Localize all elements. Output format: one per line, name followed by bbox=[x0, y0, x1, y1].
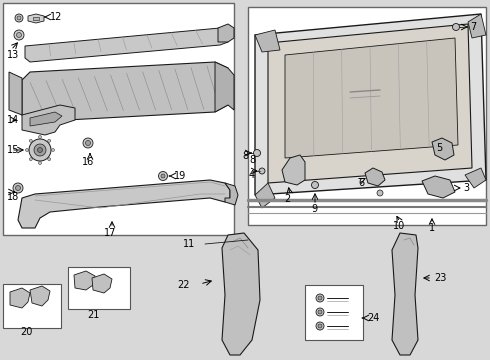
Circle shape bbox=[17, 16, 21, 20]
Polygon shape bbox=[22, 105, 75, 135]
Circle shape bbox=[16, 185, 21, 190]
Circle shape bbox=[29, 139, 32, 142]
Text: 14: 14 bbox=[7, 115, 19, 125]
Polygon shape bbox=[74, 271, 95, 290]
Circle shape bbox=[259, 168, 265, 174]
Circle shape bbox=[158, 171, 168, 180]
Text: 11: 11 bbox=[183, 239, 195, 249]
Text: 18: 18 bbox=[7, 192, 19, 202]
Polygon shape bbox=[255, 30, 280, 52]
Circle shape bbox=[17, 32, 22, 37]
Polygon shape bbox=[225, 183, 238, 205]
Text: 22: 22 bbox=[177, 280, 190, 290]
Bar bbox=[68, 267, 130, 309]
Circle shape bbox=[318, 296, 322, 300]
Text: 15: 15 bbox=[7, 145, 20, 155]
Text: 19: 19 bbox=[174, 171, 186, 181]
Text: 12: 12 bbox=[50, 12, 62, 22]
Text: 13: 13 bbox=[7, 50, 19, 60]
Polygon shape bbox=[222, 233, 260, 355]
Polygon shape bbox=[218, 24, 234, 42]
Polygon shape bbox=[255, 14, 486, 195]
Circle shape bbox=[161, 174, 165, 178]
Circle shape bbox=[253, 149, 261, 157]
Polygon shape bbox=[422, 176, 455, 198]
Polygon shape bbox=[215, 62, 234, 112]
Text: 1: 1 bbox=[429, 223, 435, 233]
Polygon shape bbox=[10, 288, 30, 308]
Polygon shape bbox=[365, 168, 385, 186]
Text: 16: 16 bbox=[82, 157, 94, 167]
Circle shape bbox=[318, 324, 322, 328]
Circle shape bbox=[316, 308, 324, 316]
Circle shape bbox=[316, 322, 324, 330]
Text: 17: 17 bbox=[104, 228, 117, 238]
Polygon shape bbox=[465, 168, 486, 188]
Text: 8: 8 bbox=[249, 155, 255, 165]
Polygon shape bbox=[33, 17, 39, 20]
Polygon shape bbox=[432, 138, 454, 160]
Polygon shape bbox=[392, 233, 418, 355]
Text: 8: 8 bbox=[242, 151, 248, 161]
Bar bbox=[248, 7, 486, 225]
Circle shape bbox=[34, 144, 46, 156]
Text: 20: 20 bbox=[20, 327, 32, 337]
Text: 10: 10 bbox=[393, 221, 405, 231]
Text: 23: 23 bbox=[434, 273, 446, 283]
Circle shape bbox=[14, 30, 24, 40]
Circle shape bbox=[85, 140, 91, 145]
Polygon shape bbox=[30, 286, 50, 306]
Circle shape bbox=[39, 162, 42, 165]
Polygon shape bbox=[282, 155, 305, 185]
Circle shape bbox=[25, 149, 28, 152]
Circle shape bbox=[83, 138, 93, 148]
Text: 3: 3 bbox=[463, 183, 469, 193]
Polygon shape bbox=[9, 72, 22, 115]
Text: 4: 4 bbox=[249, 170, 255, 180]
Circle shape bbox=[316, 294, 324, 302]
Circle shape bbox=[377, 190, 383, 196]
Bar bbox=[3, 284, 61, 328]
Polygon shape bbox=[25, 28, 228, 62]
Circle shape bbox=[15, 14, 23, 22]
Polygon shape bbox=[22, 62, 228, 122]
Polygon shape bbox=[18, 180, 230, 228]
Circle shape bbox=[39, 135, 42, 139]
Text: 24: 24 bbox=[367, 313, 379, 323]
Text: 7: 7 bbox=[470, 22, 476, 32]
Polygon shape bbox=[28, 14, 44, 23]
Bar bbox=[305, 285, 363, 340]
Circle shape bbox=[29, 158, 32, 161]
Text: 9: 9 bbox=[311, 204, 317, 214]
Circle shape bbox=[318, 310, 322, 314]
Polygon shape bbox=[30, 112, 62, 126]
Circle shape bbox=[312, 181, 318, 189]
Text: 21: 21 bbox=[87, 310, 99, 320]
Circle shape bbox=[48, 158, 50, 161]
Text: 2: 2 bbox=[284, 194, 290, 204]
Text: 5: 5 bbox=[436, 143, 442, 153]
Bar bbox=[3, 3, 234, 235]
Polygon shape bbox=[268, 24, 472, 183]
Polygon shape bbox=[285, 38, 458, 158]
Circle shape bbox=[29, 139, 51, 161]
Circle shape bbox=[48, 139, 50, 142]
Circle shape bbox=[51, 149, 54, 152]
Circle shape bbox=[452, 23, 460, 31]
Text: 6: 6 bbox=[358, 178, 364, 188]
Circle shape bbox=[38, 148, 43, 153]
Polygon shape bbox=[255, 183, 275, 208]
Polygon shape bbox=[92, 274, 112, 293]
Circle shape bbox=[13, 183, 23, 193]
Polygon shape bbox=[468, 14, 486, 38]
